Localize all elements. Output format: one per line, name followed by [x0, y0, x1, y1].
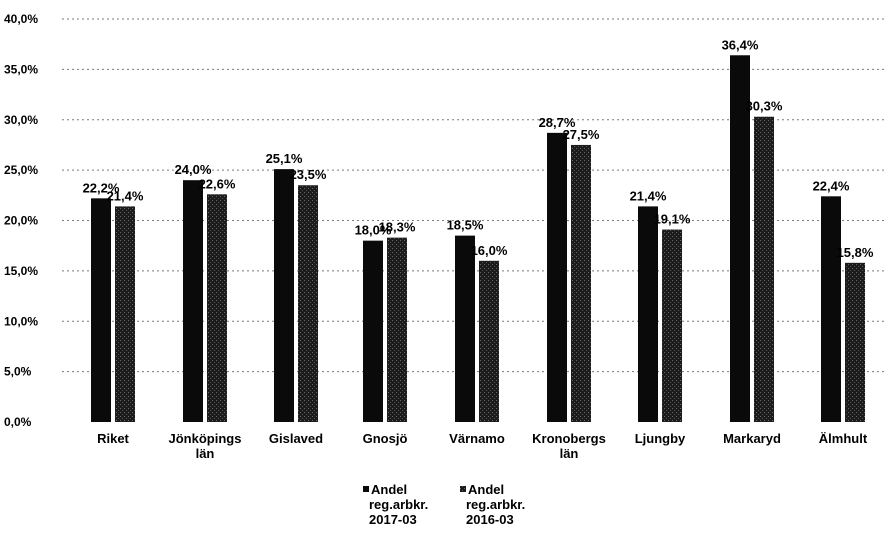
- category-label: Gnosjö: [363, 431, 408, 446]
- data-label: 30,3%: [746, 99, 783, 114]
- y-tick-label: 15,0%: [4, 264, 38, 278]
- legend-label: Andel: [468, 482, 504, 497]
- legend-label: reg.arbkr.: [369, 497, 428, 512]
- bar: [207, 194, 227, 422]
- data-label: 21,4%: [107, 188, 144, 203]
- data-label: 25,1%: [266, 151, 303, 166]
- data-label: 16,0%: [471, 243, 508, 258]
- data-label: 15,8%: [837, 245, 874, 260]
- data-labels: 22,2%21,4%24,0%22,6%25,1%23,5%18,0%18,3%…: [83, 37, 874, 260]
- category-label: Älmhult: [819, 431, 868, 446]
- bar: [571, 144, 591, 422]
- legend-swatch: [460, 486, 466, 492]
- bar: [363, 240, 383, 422]
- data-label: 27,5%: [563, 127, 600, 142]
- y-tick-label: 35,0%: [4, 62, 38, 76]
- y-tick-label: 40,0%: [4, 12, 38, 26]
- bar: [662, 229, 682, 422]
- data-label: 21,4%: [630, 188, 667, 203]
- data-label: 22,6%: [199, 176, 236, 191]
- category-label: Ljungby: [635, 431, 686, 446]
- category-label: Riket: [97, 431, 129, 446]
- category-label: Värnamo: [449, 431, 505, 446]
- y-tick-label: 25,0%: [4, 163, 38, 177]
- bar: [821, 196, 841, 422]
- category-label: Jönköpings: [169, 431, 242, 446]
- category-label: län: [560, 446, 579, 461]
- data-label: 36,4%: [722, 37, 759, 52]
- bar: [547, 132, 567, 422]
- data-label: 22,2%: [83, 180, 120, 195]
- y-tick-label: 0,0%: [4, 415, 32, 429]
- bar: [730, 55, 750, 423]
- bar: [479, 260, 499, 422]
- bar: [387, 237, 407, 422]
- data-label: 18,0%: [355, 223, 392, 238]
- legend: Andelreg.arbkr.2017-03Andelreg.arbkr.201…: [363, 482, 525, 527]
- bar: [183, 180, 203, 422]
- data-label: 23,5%: [290, 167, 327, 182]
- data-label: 22,4%: [813, 178, 850, 193]
- bar: [298, 185, 318, 422]
- y-tick-label: 30,0%: [4, 113, 38, 127]
- bar: [115, 206, 135, 422]
- y-axis-tick-labels: 0,0% 5,0% 10,0% 15,0% 20,0% 25,0% 30,0% 35,0% 40…: [4, 12, 38, 429]
- y-tick-label: 20,0%: [4, 214, 38, 228]
- legend-label: 2016-03: [466, 512, 514, 527]
- category-label: Gislaved: [269, 431, 323, 446]
- data-label: 19,1%: [654, 212, 691, 227]
- legend-label: Andel: [371, 482, 407, 497]
- bar: [845, 262, 865, 422]
- data-label: 18,3%: [379, 220, 416, 235]
- bars: [91, 55, 865, 423]
- bar: [455, 235, 475, 422]
- bar: [638, 206, 658, 422]
- y-tick-label: 5,0%: [4, 365, 32, 379]
- legend-label: reg.arbkr.: [466, 497, 525, 512]
- data-label: 18,5%: [447, 218, 484, 233]
- data-label: 24,0%: [175, 162, 212, 177]
- bar: [274, 169, 294, 422]
- category-label: län: [196, 446, 215, 461]
- legend-swatch: [363, 486, 369, 492]
- legend-label: 2017-03: [369, 512, 417, 527]
- bar: [754, 116, 774, 422]
- bar: [91, 198, 111, 422]
- category-label: Kronobergs: [532, 431, 606, 446]
- data-label: 28,7%: [539, 115, 576, 130]
- category-label: Markaryd: [723, 431, 781, 446]
- y-tick-label: 10,0%: [4, 314, 38, 328]
